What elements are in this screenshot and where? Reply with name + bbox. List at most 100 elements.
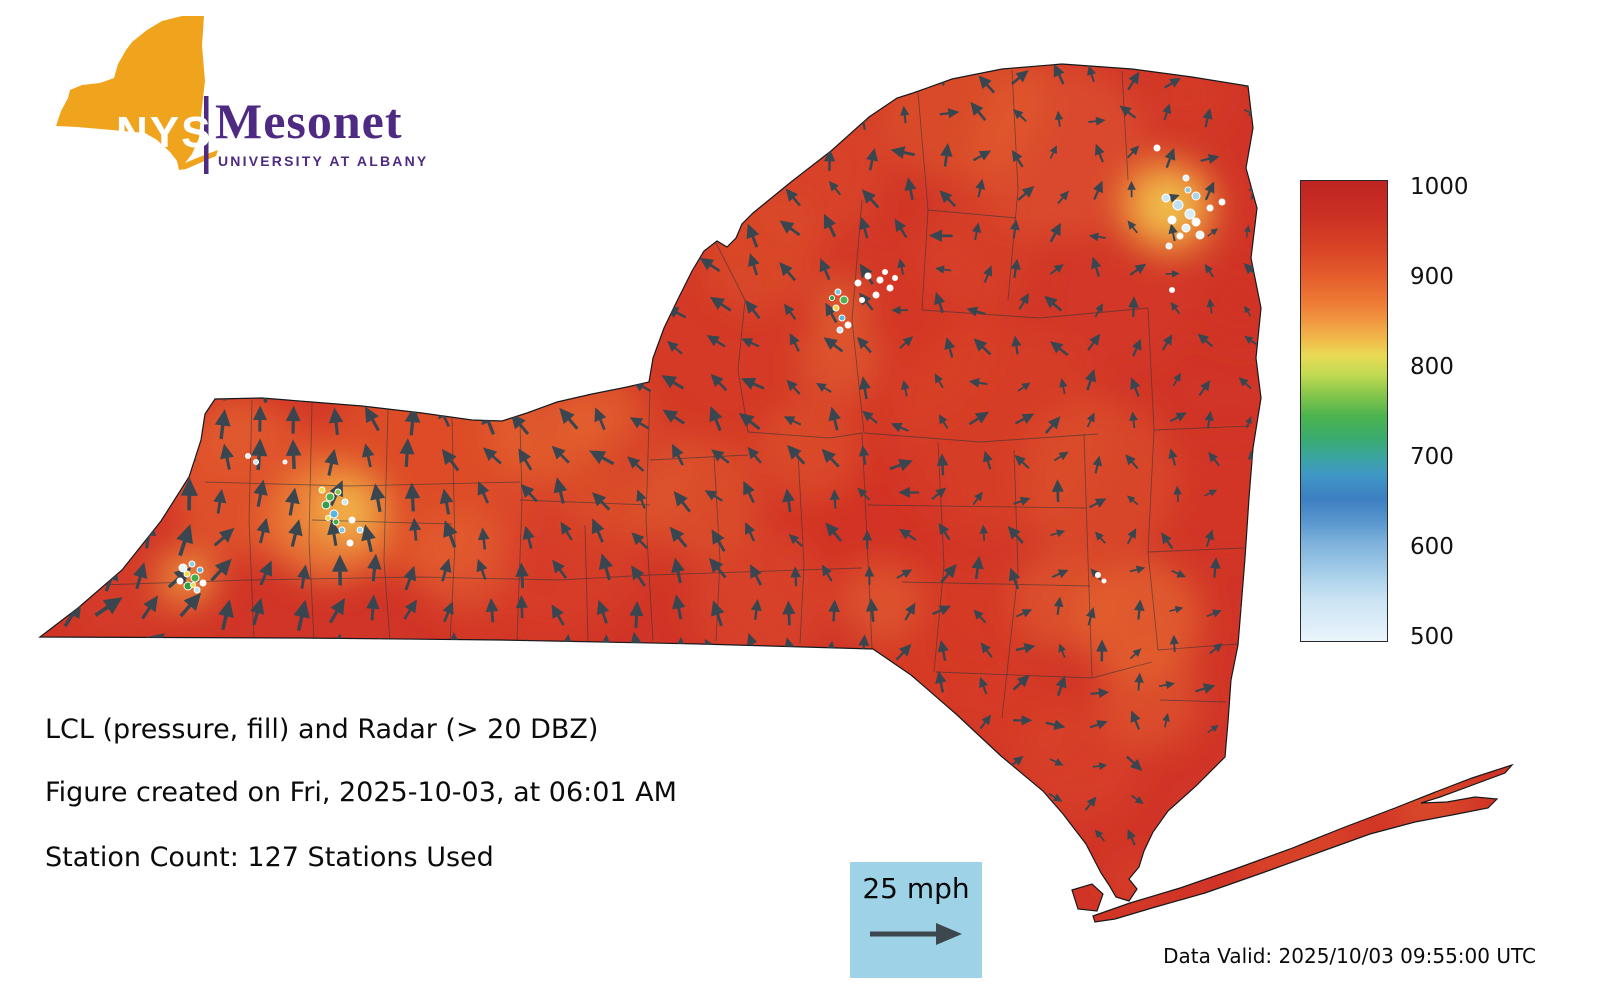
wind-arrow <box>253 644 276 663</box>
radar-echo-cell <box>253 459 259 465</box>
wind-arrow <box>520 221 535 243</box>
wind-arrow <box>857 487 871 501</box>
wind-arrow <box>1206 609 1222 618</box>
wind-arrow <box>369 637 384 666</box>
wind-arrow <box>522 525 535 549</box>
wind-arrow <box>1017 382 1031 392</box>
wind-arrow <box>366 373 384 395</box>
wind-arrow <box>326 674 353 695</box>
wind-arrow <box>1126 145 1140 159</box>
wind-arrow <box>1126 495 1139 506</box>
wind-arrow <box>441 226 455 246</box>
radar-echo-cell <box>872 291 880 299</box>
wind-arrow <box>1244 569 1254 587</box>
wind-arrow <box>1092 455 1103 474</box>
wind-arrow <box>705 178 717 200</box>
radar-echo-cell <box>844 321 852 329</box>
wind-arrow <box>216 753 239 772</box>
wind-arrow <box>247 249 263 278</box>
wind-reference-arrow-icon <box>870 923 962 945</box>
wind-arrow <box>370 221 384 244</box>
wind-arrow <box>706 335 726 348</box>
wind-arrow <box>215 297 231 326</box>
pressure-fill-blob <box>560 370 640 450</box>
wind-arrow <box>178 252 193 276</box>
wind-arrow <box>635 828 648 851</box>
wind-arrow <box>402 366 418 395</box>
wind-arrow <box>745 675 758 699</box>
wind-arrow <box>1197 333 1214 348</box>
wind-arrow <box>364 406 380 432</box>
wind-arrow <box>104 334 120 365</box>
radar-echo-cell <box>188 560 196 568</box>
wind-arrow <box>904 602 916 621</box>
wind-arrow <box>367 553 382 582</box>
logo-state-graphic: NYS <box>56 16 218 174</box>
wind-arrow <box>788 67 801 88</box>
wind-arrow <box>516 260 528 284</box>
wind-arrow <box>441 448 460 472</box>
wind-arrow <box>403 565 417 591</box>
wind-arrow <box>1086 607 1096 626</box>
logo-university-text: UNIVERSITY AT ALBANY <box>218 153 429 169</box>
wind-arrow <box>978 75 996 94</box>
radar-echo-cell <box>1176 232 1184 240</box>
wind-arrow <box>670 256 681 277</box>
wind-arrow <box>515 101 530 129</box>
wind-arrow <box>1048 792 1063 802</box>
wind-arrow <box>938 414 949 429</box>
wind-arrow <box>782 102 795 122</box>
wind-arrow <box>510 413 530 436</box>
wind-arrow <box>403 334 422 356</box>
wind-arrow <box>559 407 579 430</box>
radar-echo-cell <box>183 570 191 578</box>
wind-arrow <box>215 369 232 401</box>
wind-arrow <box>973 609 987 624</box>
wind-arrow <box>863 747 877 773</box>
radar-echo-cell <box>1167 215 1177 225</box>
wind-arrow <box>939 108 960 119</box>
wind-arrow <box>975 178 986 198</box>
pressure-fill-blob <box>640 440 760 560</box>
wind-arrow <box>1168 448 1178 466</box>
wind-arrow <box>1045 719 1066 731</box>
wind-arrow <box>139 442 155 466</box>
wind-arrow <box>1207 725 1219 734</box>
wind-arrow <box>1244 335 1258 346</box>
wind-arrow <box>1169 634 1179 652</box>
wind-arrow <box>938 720 948 739</box>
wind-arrow <box>741 338 760 348</box>
radar-echo-cell <box>1184 186 1192 194</box>
radar-echo-cell <box>1101 578 1107 584</box>
radar-echo-cell <box>318 486 326 494</box>
wind-arrow <box>1094 303 1104 318</box>
wind-arrow <box>403 599 418 620</box>
wind-arrow <box>63 252 80 285</box>
wind-arrow <box>750 598 762 620</box>
wind-arrow <box>557 823 571 849</box>
wind-arrow <box>904 177 917 201</box>
wind-arrow <box>672 675 686 701</box>
wind-arrow <box>1085 368 1097 391</box>
wind-arrow <box>979 676 989 695</box>
wind-arrow <box>485 597 499 623</box>
radar-echo-cell <box>1191 217 1201 227</box>
wind-arrow <box>711 600 725 627</box>
wind-arrow <box>983 265 993 283</box>
wind-arrow <box>628 334 645 358</box>
wind-arrow <box>1119 105 1137 119</box>
wind-arrow <box>405 639 423 661</box>
colorbar-tick-500: 500 <box>1410 624 1454 650</box>
wind-arrow <box>327 519 341 547</box>
wind-arrow <box>942 826 953 843</box>
wind-arrow <box>746 223 760 248</box>
wind-arrow <box>1134 672 1144 691</box>
wind-arrow <box>907 715 917 734</box>
wind-arrow <box>709 296 732 312</box>
wind-arrow <box>748 178 762 204</box>
wind-arrow <box>59 329 75 357</box>
wind-arrow <box>175 329 190 356</box>
wind-arrow <box>980 642 993 658</box>
wind-arrow <box>1058 643 1066 658</box>
